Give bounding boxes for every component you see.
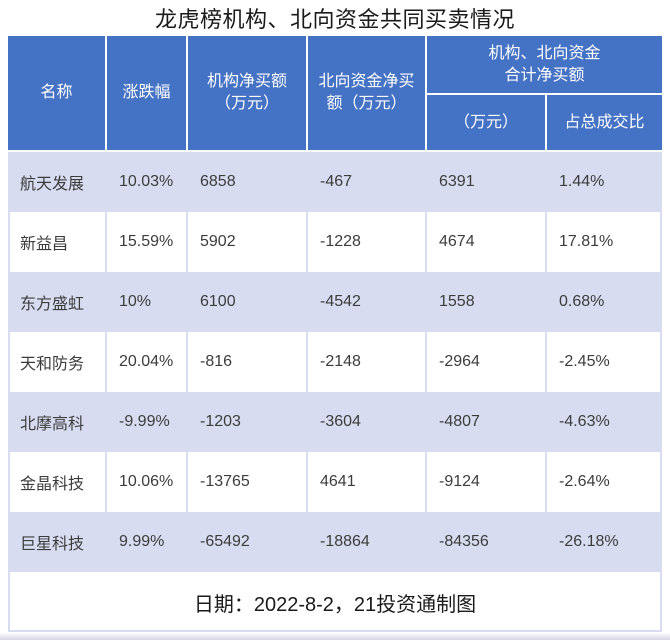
table-row: 巨星科技 9.99% -65492 -18864 -84356 -26.18% [8, 512, 662, 572]
cell-total-net: 1558 [425, 272, 545, 332]
table-row: 金晶科技 10.06% -13765 4641 -9124 -2.64% [8, 452, 662, 512]
cell-name: 金晶科技 [20, 476, 85, 493]
cell-north-net: -3604 [306, 392, 425, 452]
cell-name: 新益昌 [20, 236, 69, 253]
cell-north-net: -1228 [306, 212, 425, 272]
cell-total-pct: -26.18% [545, 512, 662, 572]
cell-north-net: -467 [306, 152, 425, 212]
cell-inst-net: 6858 [186, 152, 306, 212]
cell-inst-net: 5902 [186, 212, 306, 272]
cell-total-pct: -2.64% [545, 452, 662, 512]
header-name: 名称 [40, 84, 73, 101]
cell-change: 10.06% [105, 452, 186, 512]
cell-total-pct: -2.45% [545, 332, 662, 392]
header-change: 涨跌幅 [105, 36, 186, 150]
cell-change: -9.99% [105, 392, 186, 452]
cell-change: 9.99% [105, 512, 186, 572]
cell-change: 20.04% [105, 332, 186, 392]
header-combined-amount: （万元） [425, 93, 545, 150]
cell-north-net: 4641 [306, 452, 425, 512]
cell-inst-net: 6100 [186, 272, 306, 332]
cell-name: 航天发展 [20, 176, 85, 193]
cell-total-pct: 17.81% [545, 212, 662, 272]
table-row: 东方盛虹 10% 6100 -4542 1558 0.68% [8, 272, 662, 332]
cell-north-net: -18864 [306, 512, 425, 572]
cell-north-net: -2148 [306, 332, 425, 392]
table-header: 名称 涨跌幅 机构净买额 （万元） 北向资金净买 额（万元） 机构、北向资金 合… [8, 36, 662, 152]
header-inst-net: 机构净买额 （万元） [186, 36, 306, 150]
cell-total-net: -2964 [425, 332, 545, 392]
cell-inst-net: -1203 [186, 392, 306, 452]
cell-total-net: -4807 [425, 392, 545, 452]
header-north-net: 北向资金净买 额（万元） [306, 36, 425, 150]
data-table: 名称 涨跌幅 机构净买额 （万元） 北向资金净买 额（万元） 机构、北向资金 合… [8, 36, 662, 632]
cell-name: 天和防务 [20, 356, 85, 373]
table-row: 新益昌 15.59% 5902 -1228 4674 17.81% [8, 212, 662, 272]
page-title: 龙虎榜机构、北向资金共同买卖情况 [154, 7, 515, 32]
header-combined-group: 机构、北向资金 合计净买额 [425, 36, 662, 93]
cell-inst-net: -65492 [186, 512, 306, 572]
table-row: 天和防务 20.04% -816 -2148 -2964 -2.45% [8, 332, 662, 392]
cell-inst-net: -13765 [186, 452, 306, 512]
cell-north-net: -4542 [306, 272, 425, 332]
footer-note: 日期：2022-8-2，21投资通制图 [8, 572, 662, 632]
header-combined-pct: 占总成交比 [545, 93, 662, 150]
cell-name: 东方盛虹 [20, 296, 85, 313]
cell-change: 15.59% [105, 212, 186, 272]
cell-total-net: -9124 [425, 452, 545, 512]
table-row: 北摩高科 -9.99% -1203 -3604 -4807 -4.63% [8, 392, 662, 452]
cell-change: 10% [105, 272, 186, 332]
cell-total-net: -84356 [425, 512, 545, 572]
table-row: 航天发展 10.03% 6858 -467 6391 1.44% [8, 152, 662, 212]
cell-inst-net: -816 [186, 332, 306, 392]
cell-total-net: 4674 [425, 212, 545, 272]
bottom-shadow [0, 633, 670, 640]
cell-total-pct: -4.63% [545, 392, 662, 452]
cell-total-pct: 0.68% [545, 272, 662, 332]
cell-change: 10.03% [105, 152, 186, 212]
cell-total-pct: 1.44% [545, 152, 662, 212]
cell-name: 北摩高科 [20, 416, 85, 433]
cell-total-net: 6391 [425, 152, 545, 212]
cell-name: 巨星科技 [20, 536, 85, 553]
